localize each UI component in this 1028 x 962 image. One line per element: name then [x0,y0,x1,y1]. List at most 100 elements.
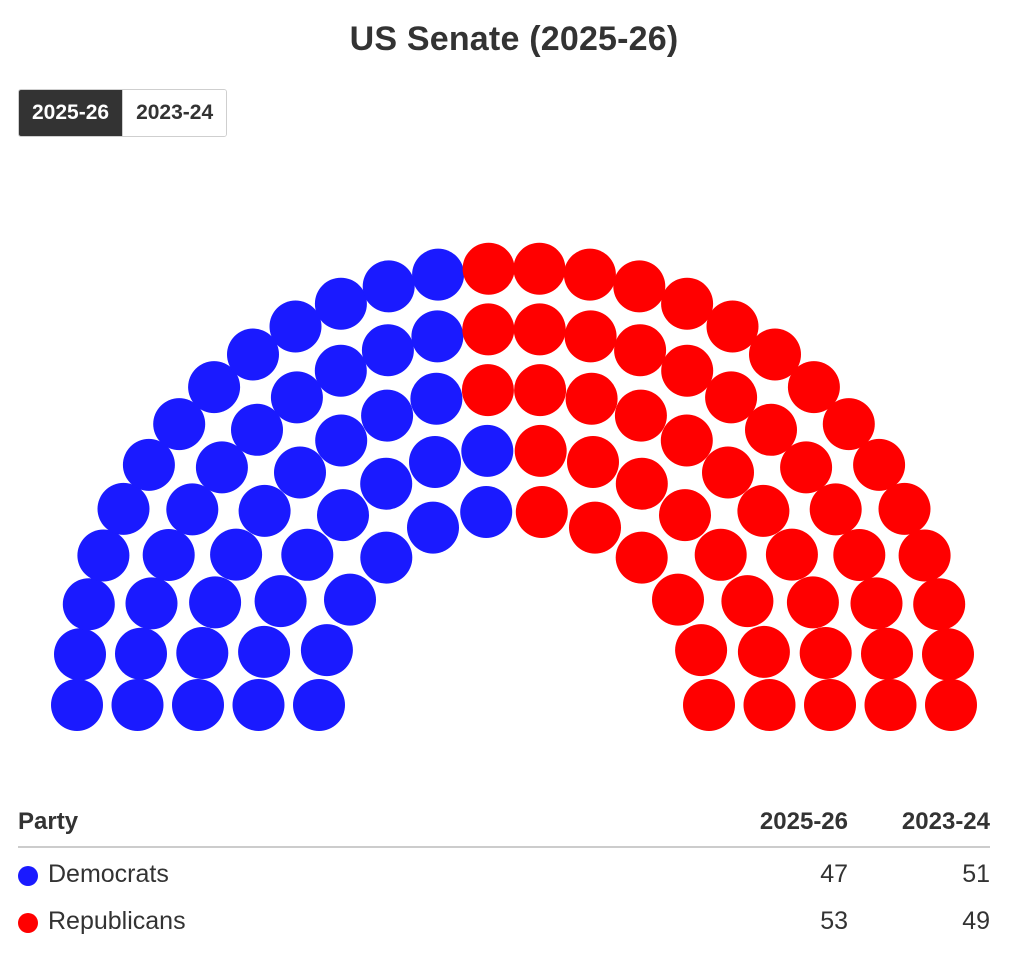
seat-republicans [564,310,617,363]
seat-democrats [412,248,465,301]
seat-democrats [281,528,334,581]
seat-democrats [410,372,463,425]
seat-republicans [737,484,790,537]
seat-republicans [661,344,714,397]
seat-democrats [360,457,413,510]
year2-column-header: 2023-24 [901,808,990,835]
seat-republicans [925,679,977,731]
seat-republicans [721,575,774,628]
seat-democrats [314,277,367,330]
seat-democrats [176,627,229,679]
seat-republicans [913,578,966,631]
toggle-2023-24-button[interactable]: 2023-24 [122,90,227,136]
seat-democrats [362,260,415,313]
seat-republicans [614,324,667,377]
seat-democrats [460,486,513,538]
table-header: Party 2025-26 2023-24 [18,800,990,848]
seat-republicans [898,529,951,582]
seat-democrats [254,575,307,628]
parliament-chart [51,242,977,731]
seat-democrats [409,436,461,488]
seat-democrats [361,324,414,377]
seat-democrats [166,483,219,536]
seat-republicans [515,486,568,538]
seat-republicans [567,436,619,488]
seat-democrats [231,403,283,456]
seat-republicans [563,248,616,301]
seat-democrats [238,484,291,537]
party-name: Republicans [48,907,186,935]
seat-republicans [705,371,758,424]
chart-title: US Senate (2025-26) [349,20,679,58]
seat-republicans [683,679,735,731]
seat-democrats [172,679,224,731]
table-row-democrats: Democrats 47 51 [18,848,990,895]
seats-2023-24: 51 [962,860,990,888]
seat-republicans [514,424,567,477]
seat-republicans [514,364,567,417]
seat-republicans [749,328,801,381]
seat-republicans [853,438,906,491]
seat-democrats [232,679,285,731]
seat-democrats [122,438,175,491]
seat-republicans [745,403,797,456]
seat-democrats [314,344,367,397]
seat-republicans [659,489,711,542]
seat-democrats [77,529,130,582]
seat-democrats [324,573,376,626]
seat-democrats [361,389,414,442]
seat-democrats [360,531,413,584]
seat-democrats [293,679,345,731]
seat-republicans [737,625,790,678]
republicans-swatch-icon [18,913,38,933]
seat-republicans [804,679,856,731]
seat-republicans [809,483,862,536]
seat-republicans [513,242,566,295]
seat-republicans [850,577,903,630]
seat-republicans [861,627,913,680]
seat-republicans [660,414,713,467]
seat-democrats [125,577,178,630]
party-name: Democrats [48,860,169,888]
seat-republicans [780,441,833,494]
seat-democrats [115,627,167,680]
seat-republicans [613,260,666,313]
seat-democrats [153,398,206,451]
seat-republicans [615,457,668,510]
toggle-2025-26-button[interactable]: 2025-26 [19,90,123,136]
year1-column-header: 2025-26 [759,808,848,835]
seat-republicans [513,303,566,356]
seat-democrats [461,424,514,477]
seat-republicans [833,529,886,581]
seat-republicans [743,679,796,731]
seat-democrats [62,578,115,631]
seat-republicans [706,300,759,353]
democrats-swatch-icon [18,866,38,886]
seat-republicans [661,277,714,330]
seat-democrats [210,528,263,581]
seat-republicans [615,531,668,584]
seat-republicans [462,242,515,295]
seat-democrats [111,679,164,731]
seat-democrats [269,300,322,353]
seat-democrats [407,501,459,554]
seat-republicans [765,528,818,581]
seat-republicans [799,627,852,679]
period-toggle: 2025-26 2023-24 [18,89,228,137]
seat-democrats [51,679,103,731]
seat-republicans [694,528,747,581]
seat-democrats [142,529,195,581]
seat-democrats [97,482,150,535]
seat-democrats [315,414,368,467]
seat-democrats [188,361,241,414]
table-row-republicans: Republicans 53 49 [18,895,990,942]
seat-democrats [195,441,248,494]
seat-republicans [614,389,667,442]
seat-democrats [238,625,291,678]
seat-republicans [787,361,840,414]
seat-democrats [411,310,464,363]
seat-democrats [227,328,279,381]
seat-republicans [569,501,621,554]
seats-table: Party 2025-26 2023-24 Democrats 47 51 Re… [18,800,990,942]
seats-2023-24: 49 [962,907,990,935]
